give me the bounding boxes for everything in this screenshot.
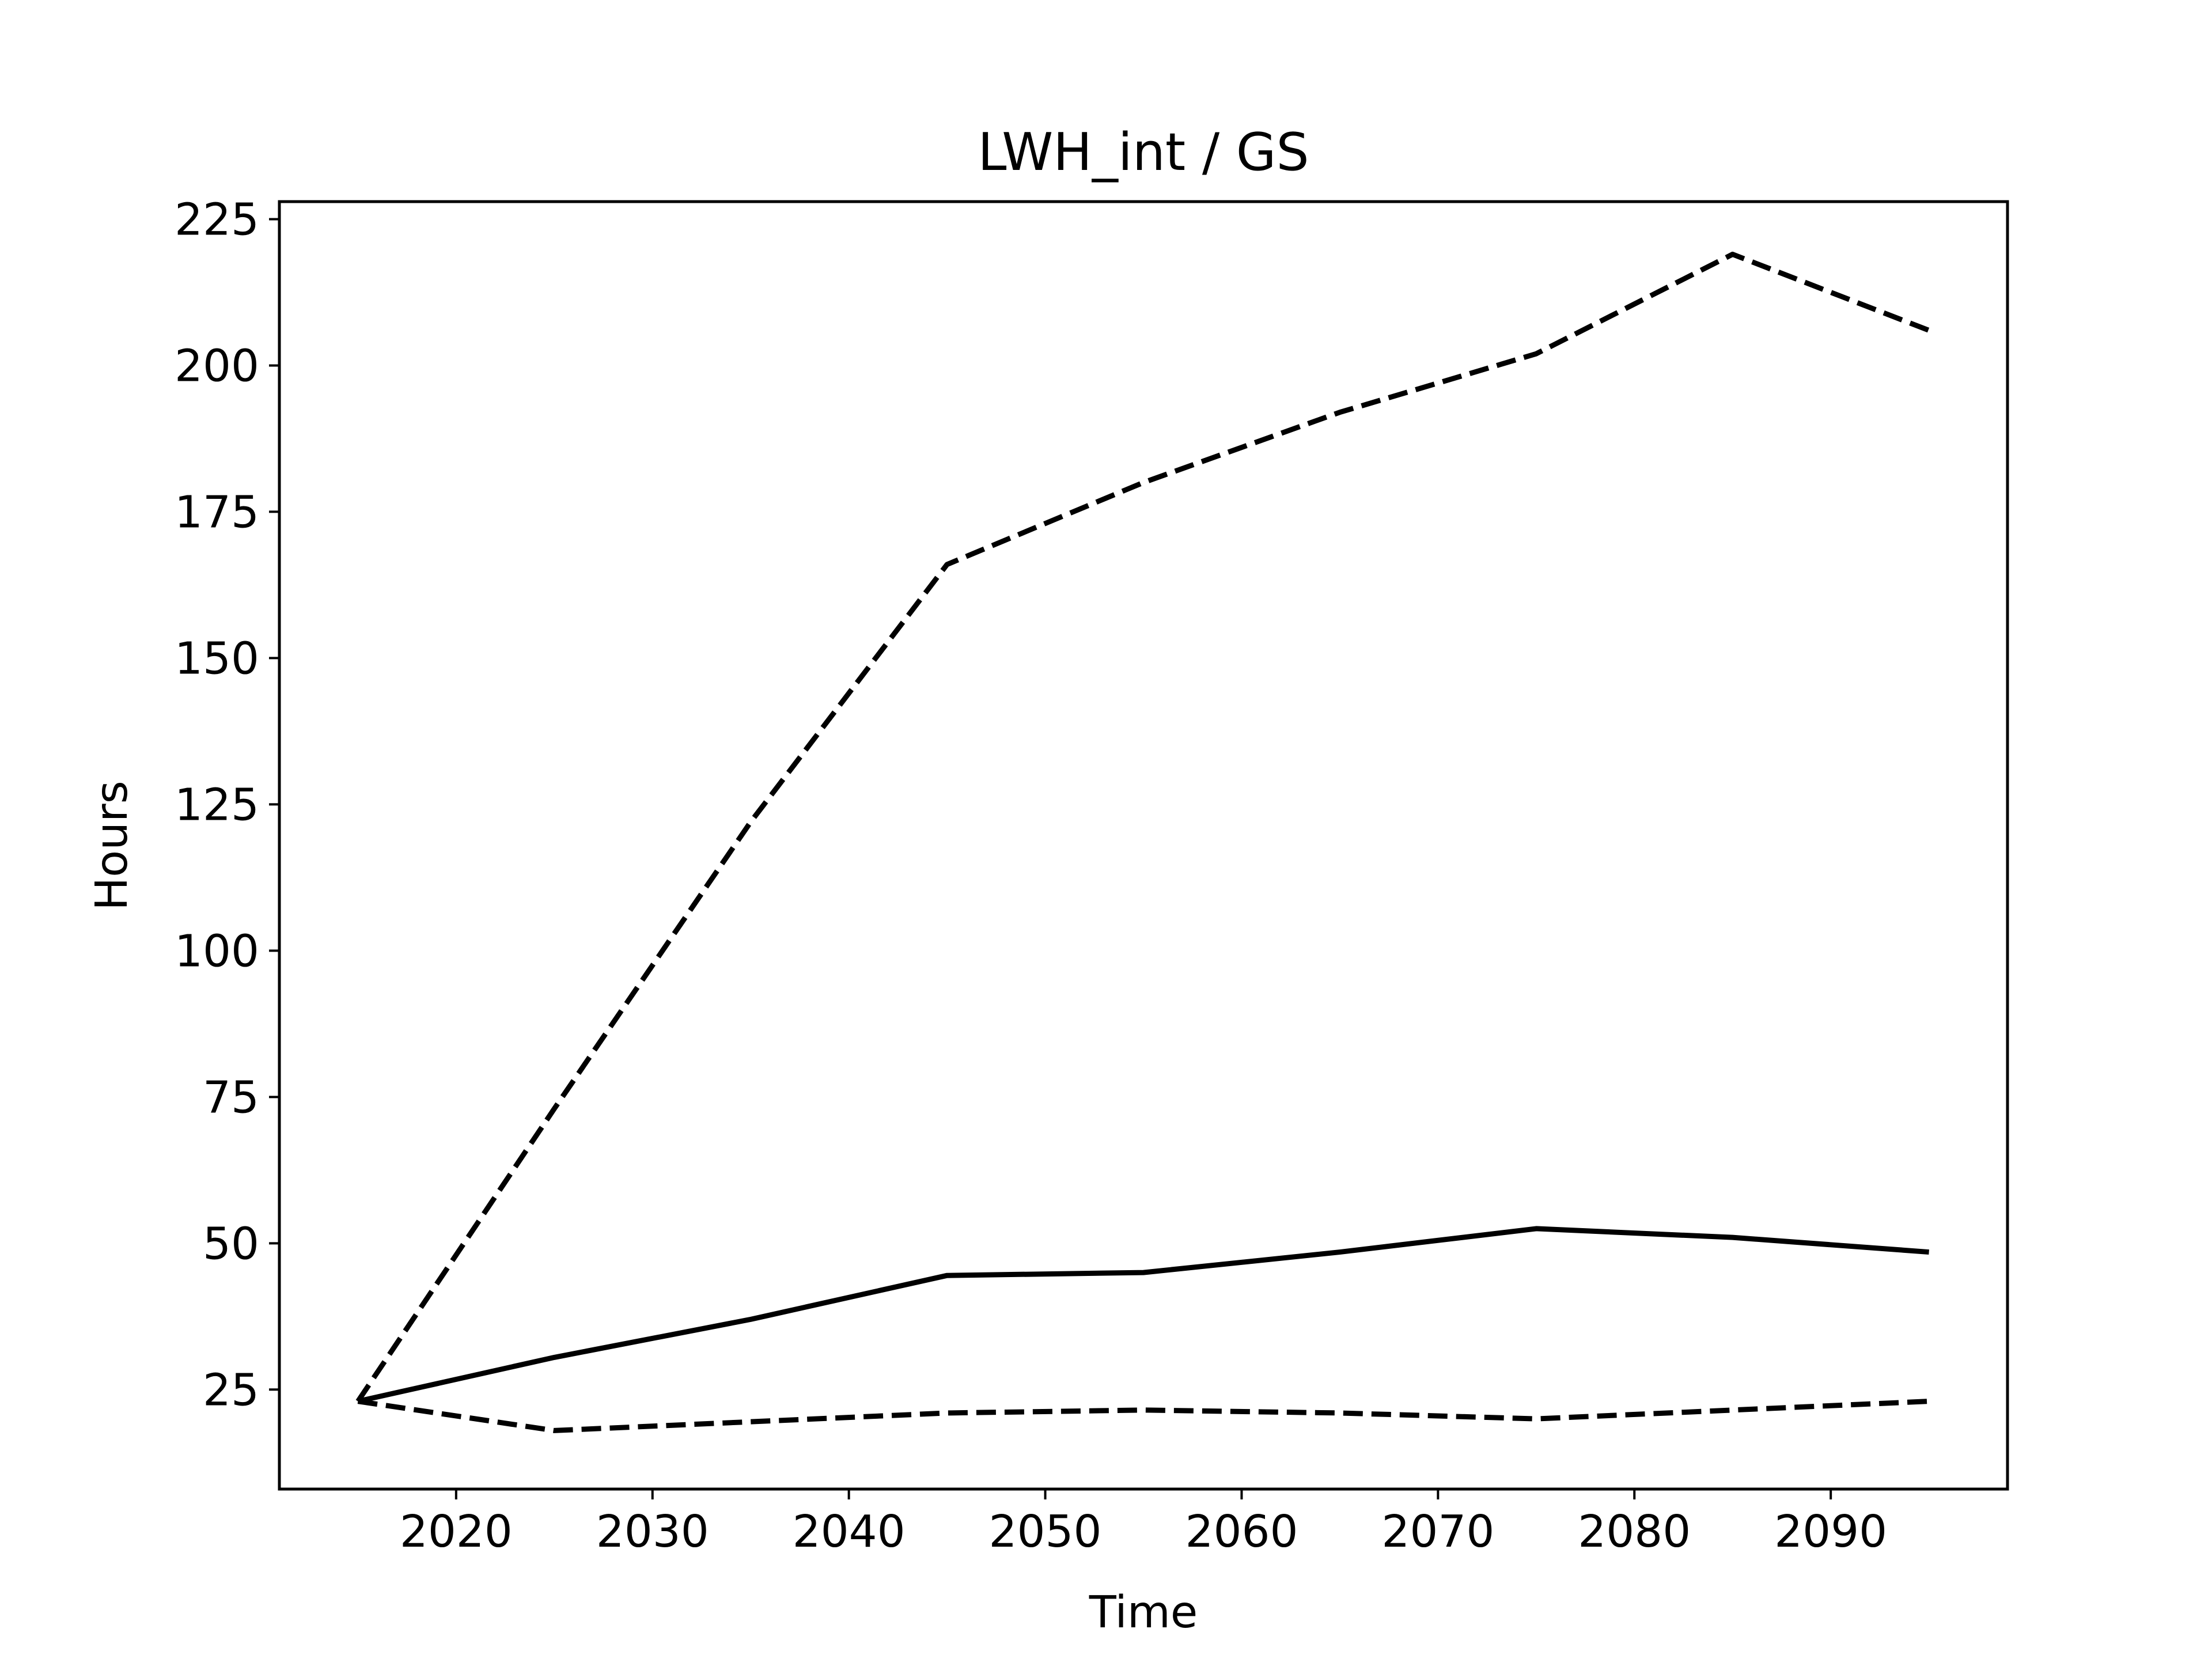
y-tick-label: 175 <box>175 487 259 538</box>
plot-frame <box>278 200 2009 1491</box>
y-tick-label: 25 <box>203 1365 259 1416</box>
x-tick-label: 2040 <box>793 1506 906 1558</box>
x-tick-label: 2020 <box>400 1506 513 1558</box>
series-line-2 <box>357 1226 1929 1404</box>
x-axis: 2020 2030 2040 2050 2060 2070 2080 2090 <box>400 1489 1887 1558</box>
x-tick-label: 2060 <box>1185 1506 1298 1558</box>
x-axis-label: Time <box>1089 1587 1198 1638</box>
y-axis-label: Hours <box>86 781 138 911</box>
x-tick-label: 2080 <box>1578 1506 1691 1558</box>
x-tick-label: 2030 <box>596 1506 709 1558</box>
y-tick-label: 225 <box>175 194 259 245</box>
y-tick-label: 75 <box>203 1072 259 1123</box>
y-tick-label: 150 <box>175 633 259 684</box>
chart-title: LWH_int / GS <box>978 122 1309 183</box>
y-tick-label: 50 <box>203 1218 259 1270</box>
x-tick-label: 2070 <box>1381 1506 1494 1558</box>
x-tick-label: 2050 <box>989 1506 1102 1558</box>
x-tick-label: 2090 <box>1774 1506 1887 1558</box>
series-line-3 <box>357 1399 1929 1433</box>
y-tick-label: 200 <box>175 340 259 392</box>
y-axis: 25 50 75 100 125 150 175 200 225 <box>175 194 279 1416</box>
y-tick-label: 125 <box>175 779 259 831</box>
series-line-1 <box>355 251 1930 1403</box>
y-tick-label: 100 <box>175 926 259 977</box>
plot-series-group <box>355 251 1930 1433</box>
